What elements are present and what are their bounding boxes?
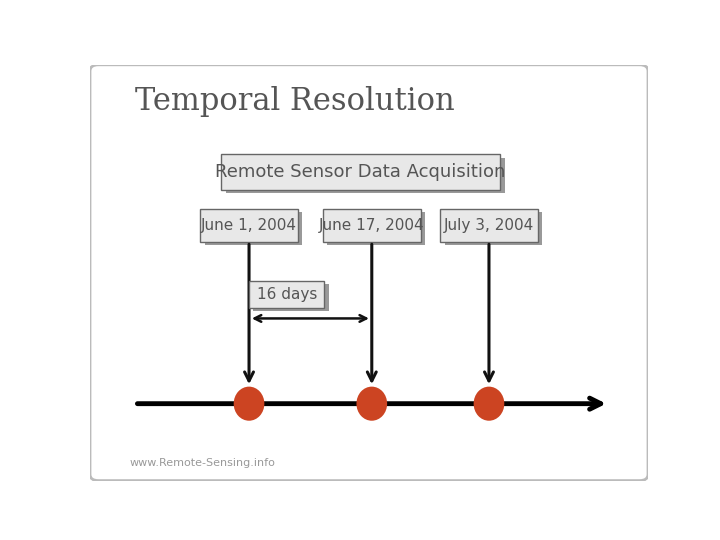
Text: Temporal Resolution: Temporal Resolution <box>135 85 454 117</box>
Text: 16 days: 16 days <box>256 287 317 302</box>
Text: June 1, 2004: June 1, 2004 <box>201 218 297 233</box>
Text: July 3, 2004: July 3, 2004 <box>444 218 534 233</box>
FancyBboxPatch shape <box>445 212 542 245</box>
FancyBboxPatch shape <box>221 154 500 190</box>
FancyBboxPatch shape <box>225 158 505 193</box>
FancyBboxPatch shape <box>328 212 425 245</box>
Ellipse shape <box>474 387 504 421</box>
FancyBboxPatch shape <box>204 212 302 245</box>
Text: www.Remote-Sensing.info: www.Remote-Sensing.info <box>129 458 275 468</box>
FancyBboxPatch shape <box>253 285 329 312</box>
FancyBboxPatch shape <box>200 209 298 241</box>
FancyBboxPatch shape <box>90 65 648 481</box>
Text: Remote Sensor Data Acquisition: Remote Sensor Data Acquisition <box>215 163 506 181</box>
FancyBboxPatch shape <box>249 281 324 308</box>
Ellipse shape <box>234 387 264 421</box>
FancyBboxPatch shape <box>323 209 420 241</box>
Ellipse shape <box>356 387 387 421</box>
Text: June 17, 2004: June 17, 2004 <box>319 218 425 233</box>
FancyBboxPatch shape <box>440 209 538 241</box>
